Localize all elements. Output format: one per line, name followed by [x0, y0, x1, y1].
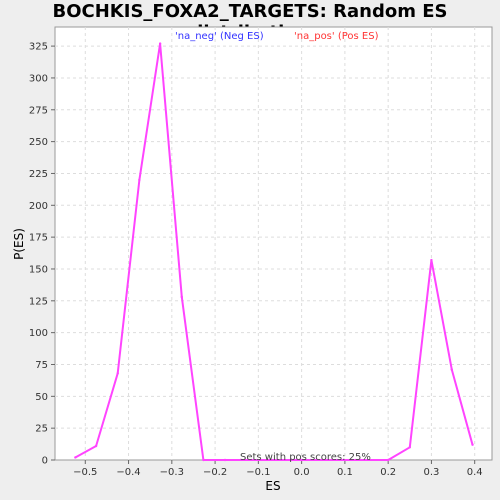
y-tick-label: 150: [29, 264, 48, 275]
plot-area: [54, 26, 493, 461]
y-tick-label: 300: [29, 73, 48, 84]
data-point: [202, 458, 205, 462]
y-tick-label: 50: [35, 392, 48, 403]
y-tick-label: 100: [29, 328, 48, 339]
x-tick-label: −0.2: [203, 467, 227, 478]
data-point: [94, 444, 98, 448]
y-tick-label: 200: [29, 201, 48, 212]
y-tick-label: 125: [29, 296, 48, 307]
data-point: [158, 42, 162, 45]
x-tick-label: −0.5: [73, 467, 97, 478]
x-axis-title: ES: [265, 479, 280, 493]
pos-score-annotation: Sets with pos scores: 25%: [240, 452, 371, 463]
y-tick-label: 25: [35, 424, 48, 435]
data-point: [408, 446, 411, 449]
x-tick-label: 0.0: [294, 467, 310, 478]
data-point: [74, 456, 77, 459]
x-tick-label: 0.1: [337, 467, 353, 478]
series-line: [74, 42, 474, 461]
x-tick-label: 0.4: [467, 467, 483, 478]
legend-neg-es: 'na_neg' (Neg ES): [175, 31, 264, 42]
y-tick-label: 0: [42, 456, 48, 467]
x-tick-label: −0.3: [160, 467, 184, 478]
data-point: [471, 443, 474, 446]
data-point: [138, 178, 141, 182]
data-point: [450, 368, 453, 371]
grid-lines: [55, 27, 492, 460]
y-tick-label: 75: [35, 360, 48, 371]
series-group: [74, 42, 474, 462]
y-tick-label: 250: [29, 137, 48, 148]
x-axis-ticks: −0.5 −0.4 −0.3 −0.2 −0.1 0.0 0.1 0.2 0.3 0.4: [73, 460, 483, 478]
y-axis-title: P(ES): [12, 228, 26, 260]
x-tick-label: −0.4: [116, 467, 140, 478]
y-tick-label: 275: [29, 105, 48, 116]
x-tick-label: 0.3: [423, 467, 439, 478]
x-tick-label: −0.1: [246, 467, 270, 478]
data-point: [180, 295, 183, 299]
data-point: [300, 458, 303, 462]
data-point: [223, 458, 227, 462]
y-tick-label: 325: [29, 42, 48, 53]
data-point: [116, 372, 119, 375]
y-tick-label: 175: [29, 233, 48, 244]
legend-pos-es: 'na_pos' (Pos ES): [294, 31, 379, 42]
data-point: [430, 258, 433, 262]
y-tick-label: 225: [29, 169, 48, 180]
y-axis-ticks: 0 25 50 75 100 125 150 175 200 225 250 275 300 325: [29, 42, 55, 467]
data-point: [386, 458, 390, 462]
x-tick-label: 0.2: [380, 467, 396, 478]
